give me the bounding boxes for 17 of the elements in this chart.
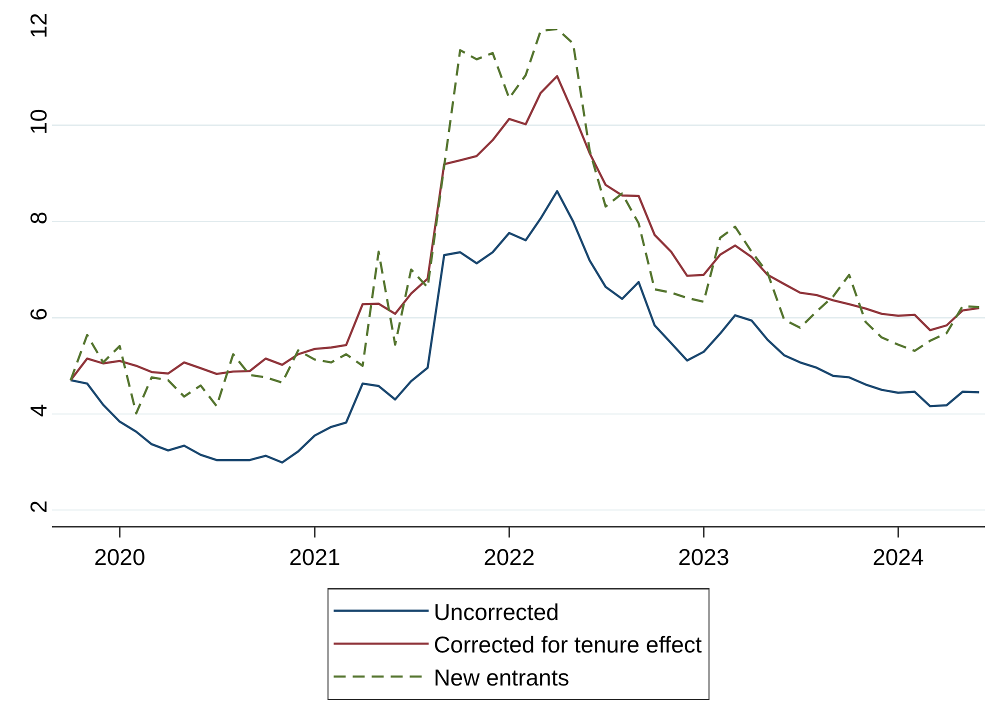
- x-tick-label: 2022: [484, 544, 535, 570]
- x-tick-label: 2021: [289, 544, 340, 570]
- legend-label: New entrants: [434, 664, 570, 691]
- y-tick-label: 6: [25, 308, 52, 321]
- line-series: [70, 75, 980, 382]
- y-tick-label: 4: [25, 404, 52, 417]
- y-tick-label: 12: [25, 12, 52, 38]
- x-tick-label: 2020: [94, 544, 146, 570]
- x-tick-label: 2023: [678, 544, 730, 570]
- y-tick-label: 2: [25, 500, 52, 514]
- line-series: [70, 29, 980, 415]
- x-tick-label: 2024: [872, 544, 924, 570]
- y-tick-label: 8: [25, 212, 52, 224]
- line-series: [70, 190, 980, 464]
- y-tick-label: 10: [25, 108, 52, 135]
- legend-label: Corrected for tenure effect: [434, 632, 702, 658]
- legend-label: Uncorrected: [434, 598, 559, 625]
